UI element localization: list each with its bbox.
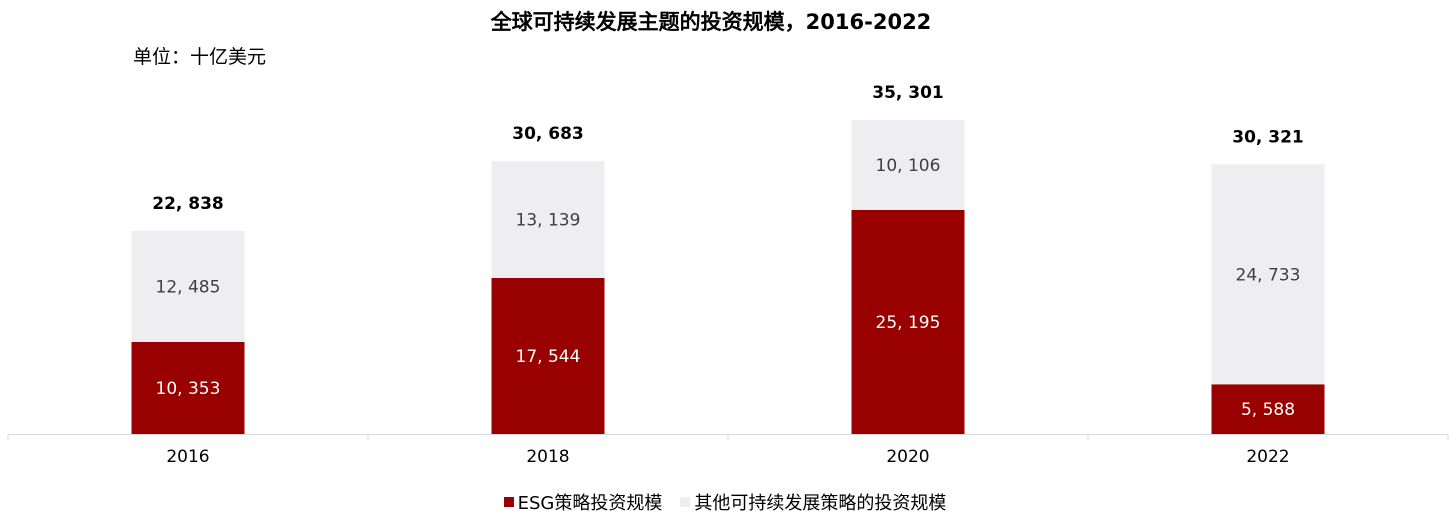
x-tick-label-2018: 2018	[526, 447, 569, 467]
x-tick-label-2022: 2022	[1246, 447, 1289, 467]
unit-label: 单位：十亿美元	[133, 46, 267, 68]
bar-other-2018	[491, 161, 605, 278]
bar-esg-2016	[131, 341, 245, 434]
x-tick-label-2016: 2016	[166, 447, 209, 467]
bar-labels: 10, 353 12, 485 22, 838 17, 544 13, 139 30, 6…	[152, 83, 1304, 420]
total-label-2020: 35, 301	[872, 83, 944, 103]
label-other-2020: 10, 106	[876, 156, 941, 176]
total-label-2016: 22, 838	[152, 194, 224, 214]
legend-label-esg: ESG策略投资规模	[517, 493, 663, 514]
bars	[131, 120, 1325, 434]
total-label-2018: 30, 683	[512, 124, 584, 144]
total-label-2022: 30, 321	[1232, 127, 1304, 147]
bar-esg-2020	[851, 209, 965, 434]
legend-label-other: 其他可持续发展策略的投资规模	[694, 493, 947, 514]
label-esg-2020: 25, 195	[876, 313, 941, 333]
label-esg-2022: 5, 588	[1241, 400, 1295, 420]
legend: ESG策略投资规模 其他可持续发展策略的投资规模	[0, 489, 1450, 515]
bar-other-2020	[851, 120, 965, 210]
bar-esg-2018	[491, 277, 605, 434]
bar-other-2022	[1211, 164, 1325, 385]
label-esg-2016: 10, 353	[156, 379, 221, 399]
bar-other-2016	[131, 230, 245, 342]
chart-title: 全球可持续发展主题的投资规模，2016-2022	[490, 10, 932, 34]
label-other-2016: 12, 485	[156, 277, 221, 297]
legend-item-other: 其他可持续发展策略的投资规模	[680, 489, 946, 515]
legend-item-esg: ESG策略投资规模	[503, 489, 663, 515]
label-esg-2018: 17, 544	[516, 347, 581, 367]
label-other-2018: 13, 139	[516, 211, 581, 231]
legend-swatch-other	[680, 497, 691, 507]
label-other-2022: 24, 733	[1236, 265, 1301, 285]
x-axis: 2016 2018 2020 2022	[7, 434, 1449, 467]
x-tick-label-2020: 2020	[886, 447, 929, 467]
bar-esg-2022	[1211, 384, 1325, 434]
legend-swatch-esg	[503, 497, 514, 507]
